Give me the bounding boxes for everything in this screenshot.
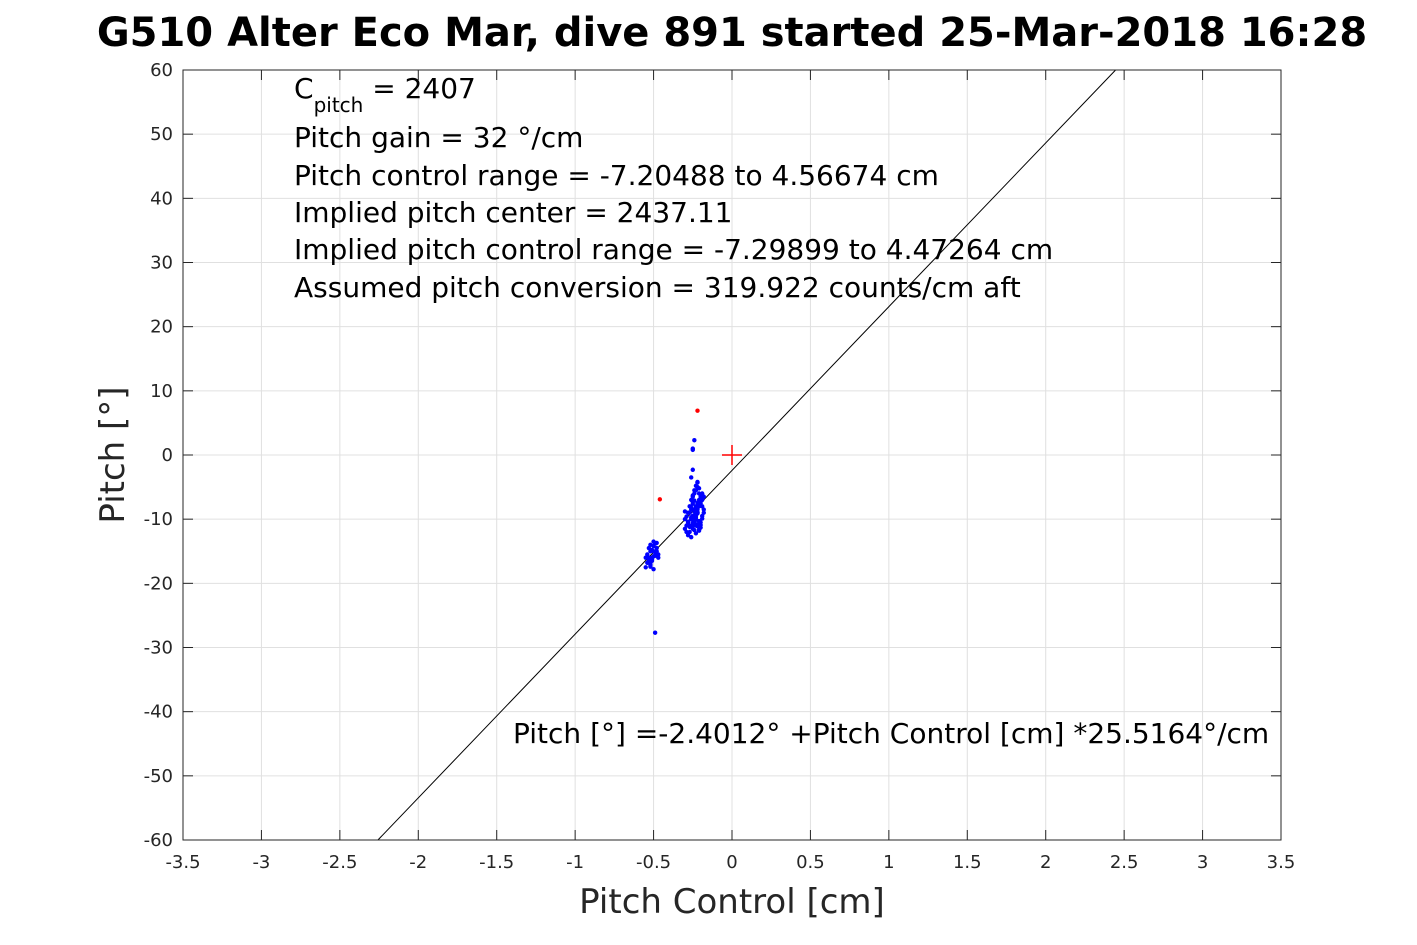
x-tick-label: 0 [726,852,737,873]
chart-title: G510 Alter Eco Mar, dive 891 started 25-… [97,10,1367,56]
data-point [684,514,689,519]
data-point [649,557,655,562]
x-tick-label: 1 [883,852,894,873]
fit-line [377,69,1116,841]
x-tick-label: 1.5 [953,852,982,873]
x-tick-label: -1.5 [479,852,514,873]
data-point [652,550,658,555]
y-tick-label: -50 [144,766,173,787]
x-tick-label: 0.5 [796,852,825,873]
pitch-control-range-text: Pitch control range = -7.20488 to 4.5667… [294,159,939,192]
x-tick-label: -3.5 [165,852,200,873]
data-point [699,516,705,521]
y-tick-label: 30 [150,253,173,274]
data-point [695,509,700,515]
x-tick-label: 2.5 [1110,852,1139,873]
y-tick-label: -20 [144,573,173,594]
y-tick-label: 0 [162,445,173,466]
x-tick-label: -0.5 [636,852,671,873]
data-point [643,565,648,570]
data-point [652,553,658,558]
x-tick-labels: -3.5 -3 -2.5 -2 -1.5 -1 -0.5 0 0.5 1 1.5 2 2.5 3 3.5 [165,852,1295,873]
data-point [698,525,703,530]
data-point [654,540,659,546]
data-point [698,497,703,502]
data-point [692,438,697,443]
data-point [648,564,653,569]
c-pitch-symbol: C [294,72,314,105]
y-tick-label: -30 [144,638,173,659]
center-marker-group [722,445,742,465]
data-point [685,519,691,524]
y-tick-label: 10 [150,381,173,402]
data-point [690,467,695,472]
data-point [690,520,695,526]
data-point [690,447,695,453]
outlier-point [695,408,700,413]
y-tick-labels: 60 50 40 30 20 10 0 -10 -20 -30 -40 -50 -60 [144,60,173,851]
data-point [701,507,706,512]
x-tick-label: 2 [1040,852,1051,873]
y-tick-label: -60 [144,830,173,851]
data-point [696,518,702,524]
data-point [695,479,700,485]
x-tick-label: -1 [566,852,584,873]
data-point [645,560,650,565]
x-tick-label: -3 [252,852,270,873]
c-pitch-value: = 2407 [363,72,476,105]
data-points [643,408,706,635]
data-point [651,567,656,572]
axis-ticks [182,69,1282,841]
c-pitch-subscript: pitch [314,93,364,117]
implied-pitch-center-text: Implied pitch center = 2437.11 [294,196,732,229]
y-tick-label: 40 [150,188,173,209]
data-point [696,486,702,491]
data-point [690,493,695,498]
x-tick-label: 3 [1197,852,1208,873]
data-point [692,498,697,503]
implied-pitch-control-range-text: Implied pitch control range = -7.29899 t… [294,233,1053,266]
c-pitch-annotation: Cpitch = 2407 [294,72,476,117]
y-tick-label: -10 [144,509,173,530]
fit-line-group [377,69,1116,841]
y-tick-label: 50 [150,124,173,145]
data-point [692,488,697,493]
data-point [682,509,688,514]
data-point [693,531,699,536]
x-axis-label: Pitch Control [cm] [579,882,885,922]
data-point [696,503,702,508]
y-tick-label: 60 [150,60,173,81]
assumed-pitch-conversion-text: Assumed pitch conversion = 319.922 count… [294,271,1021,304]
data-point [687,524,692,530]
pitch-gain-text: Pitch gain = 32 °/cm [294,121,583,154]
data-point [687,529,692,535]
data-point [689,505,694,510]
outlier-point [657,497,663,502]
data-point [689,515,694,520]
x-tick-label: -2 [409,852,427,873]
data-point [652,630,658,635]
x-tick-label: -2.5 [322,852,357,873]
x-tick-label: 3.5 [1267,852,1296,873]
y-tick-label: 20 [150,317,173,338]
data-point [648,549,653,554]
y-axis-label: Pitch [°] [93,386,133,523]
data-point [689,534,694,540]
y-tick-label: -40 [144,702,173,723]
data-point [689,475,694,480]
data-point [651,543,656,549]
data-point [699,492,705,497]
fit-equation-text: Pitch [°] =-2.4012° +Pitch Control [cm] … [513,717,1269,750]
